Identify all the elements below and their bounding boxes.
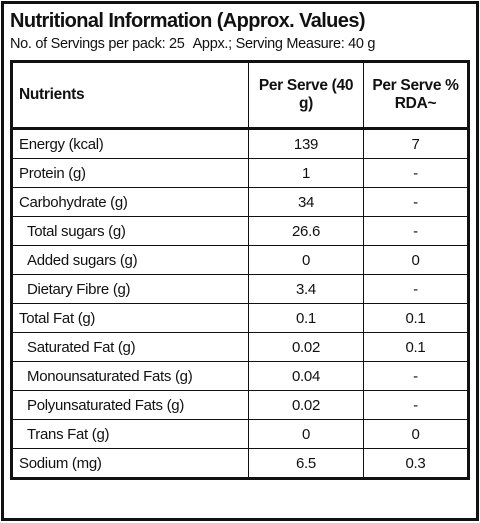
table-row: Energy (kcal) 139 7 xyxy=(11,128,469,159)
nutrient-value: - xyxy=(363,390,469,420)
column-header: Per Serve (40 g) xyxy=(248,61,364,130)
nutrient-value: 0 xyxy=(248,245,364,275)
nutrient-value: 0 xyxy=(363,419,469,449)
table-row: Dietary Fibre (g) 3.4- xyxy=(11,274,469,304)
nutrient-name: Carbohydrate (g) xyxy=(11,187,249,217)
table-row: Total sugars (g) 26.6- xyxy=(11,216,469,246)
nutrient-value: - xyxy=(363,274,469,304)
nutrient-value: 139 xyxy=(248,128,364,159)
column-header: Nutrients xyxy=(11,61,249,130)
nutrition-table: Nutrients Per Serve (40 g) Per Serve % R… xyxy=(10,60,470,480)
nutrient-value: 7 xyxy=(363,128,469,159)
nutrient-value: 0.3 xyxy=(363,448,469,479)
nutrient-value: 6.5 xyxy=(248,448,364,479)
nutrient-name: Polyunsaturated Fats (g) xyxy=(11,390,249,420)
table-row: Carbohydrate (g) 34- xyxy=(11,187,469,217)
nutrient-value: - xyxy=(363,158,469,188)
title: Nutritional Information (Approx. Values) xyxy=(10,10,366,32)
nutrient-value: - xyxy=(363,216,469,246)
nutrient-value: 0.02 xyxy=(248,332,364,362)
table-row: Saturated Fat (g) 0.02 0.1 xyxy=(11,332,469,362)
subtitle: No. of Servings per pack: 25 Appx.; Servi… xyxy=(10,34,470,54)
nutrient-value: 0 xyxy=(248,419,364,449)
nutrient-value: 0 xyxy=(363,245,469,275)
column-header: Per Serve % RDA~ xyxy=(363,61,469,130)
nutrient-value: 0.1 xyxy=(363,332,469,362)
nutrient-value: 0.02 xyxy=(248,390,364,420)
nutrient-value: 0.04 xyxy=(248,361,364,391)
table-row: Added sugars (g) 0 0 xyxy=(11,245,469,275)
table-row: Trans Fat (g) 0 0 xyxy=(11,419,469,449)
servings: No. of Servings per pack: 25 xyxy=(10,36,185,52)
table-body: Energy (kcal) 139 7 Protein (g) 1- Carbohydra… xyxy=(11,128,469,479)
nutrient-name: Saturated Fat (g) xyxy=(11,332,249,362)
table-row: Total Fat (g) 0.1 0.1 xyxy=(11,303,469,333)
nutrient-name: Monounsaturated Fats (g) xyxy=(11,361,249,391)
nutrient-value: - xyxy=(363,361,469,391)
nutrient-value: - xyxy=(363,187,469,217)
table-row: Sodium (mg) 6.5 0.3 xyxy=(11,448,469,479)
nutrient-value: 3.4 xyxy=(248,274,364,304)
nutrient-name: Total Fat (g) xyxy=(11,303,249,333)
nutrient-name: Energy (kcal) xyxy=(11,128,249,159)
nutrient-name: Added sugars (g) xyxy=(11,245,249,275)
table-row: Polyunsaturated Fats (g) 0.02- xyxy=(11,390,469,420)
nutrient-name: Trans Fat (g) xyxy=(11,419,249,449)
header-row: Nutrients Per Serve (40 g) Per Serve % R… xyxy=(11,61,469,130)
nutrient-value: 0.1 xyxy=(248,303,364,333)
table-row: Monounsaturated Fats (g) 0.04- xyxy=(11,361,469,391)
nutrient-value: 1 xyxy=(248,158,364,188)
nutrient-value: 0.1 xyxy=(363,303,469,333)
nutrient-name: Dietary Fibre (g) xyxy=(11,274,249,304)
table-row: Protein (g) 1- xyxy=(11,158,469,188)
nutrient-name: Sodium (mg) xyxy=(11,448,249,479)
nutrient-value: 26.6 xyxy=(248,216,364,246)
serving-measure: Appx.; Serving Measure: 40 g xyxy=(192,36,376,52)
nutrient-name: Protein (g) xyxy=(11,158,249,188)
nutrient-name: Total sugars (g) xyxy=(11,216,249,246)
nutrient-value: 34 xyxy=(248,187,364,217)
